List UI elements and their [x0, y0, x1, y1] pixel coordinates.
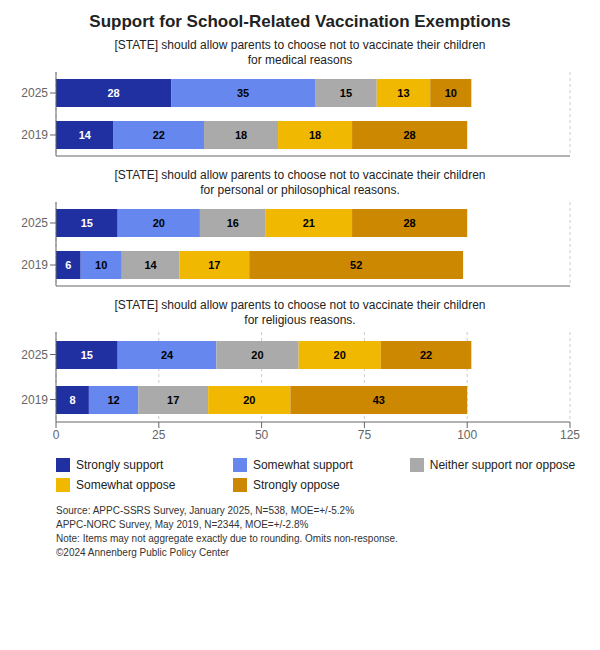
svg-text:15: 15 — [81, 349, 93, 361]
svg-text:17: 17 — [167, 394, 179, 406]
html-text:[STATE] should allow parents t: [STATE] should allow parents to choose n… — [114, 38, 486, 67]
svg-text:20: 20 — [153, 217, 165, 229]
svg-text:20: 20 — [251, 349, 263, 361]
svg-text:15: 15 — [340, 87, 352, 99]
html-text:Neither support nor oppose: Neither support nor oppose — [429, 458, 576, 472]
svg-text:2019: 2019 — [21, 128, 48, 142]
html-text:[STATE] should allow parents t: [STATE] should allow parents to choose n… — [114, 168, 486, 197]
svg-text:15: 15 — [81, 217, 93, 229]
svg-text:22: 22 — [420, 349, 432, 361]
html-text:Somewhat support: Somewhat support — [252, 458, 353, 472]
svg-text:18: 18 — [309, 129, 321, 141]
svg-text:50: 50 — [255, 428, 269, 442]
svg-text:2025: 2025 — [21, 86, 48, 100]
svg-text:13: 13 — [397, 87, 409, 99]
svg-text:75: 75 — [358, 428, 372, 442]
svg-text:2025: 2025 — [21, 348, 48, 362]
svg-text:2019: 2019 — [21, 258, 48, 272]
svg-text:20: 20 — [334, 349, 346, 361]
html-text:Strongly support: Strongly support — [76, 458, 164, 472]
svg-text:10: 10 — [445, 87, 457, 99]
svg-text:17: 17 — [208, 259, 220, 271]
html-text:Strongly oppose: Strongly oppose — [252, 478, 340, 492]
svg-text:22: 22 — [153, 129, 165, 141]
svg-text:14: 14 — [79, 129, 92, 141]
svg-text:43: 43 — [373, 394, 385, 406]
svg-text:28: 28 — [404, 217, 416, 229]
svg-text:52: 52 — [350, 259, 362, 271]
svg-text:10: 10 — [95, 259, 107, 271]
html-text:Source: APPC-SSRS Survey, Janu: Source: APPC-SSRS Survey, January 2025, … — [56, 505, 398, 558]
svg-text:28: 28 — [404, 129, 416, 141]
svg-text:20: 20 — [243, 394, 255, 406]
svg-text:21: 21 — [303, 217, 315, 229]
svg-text:2025: 2025 — [21, 216, 48, 230]
svg-text:8: 8 — [69, 394, 75, 406]
svg-text:16: 16 — [227, 217, 239, 229]
svg-text:14: 14 — [144, 259, 157, 271]
svg-text:6: 6 — [65, 259, 71, 271]
html-text:[STATE] should allow parents t: [STATE] should allow parents to choose n… — [114, 298, 486, 327]
svg-text:0: 0 — [53, 428, 60, 442]
svg-text:18: 18 — [235, 129, 247, 141]
svg-text:24: 24 — [161, 349, 174, 361]
html-text:Support for School-Related Vac: Support for School-Related Vaccination E… — [89, 12, 511, 31]
svg-text:12: 12 — [107, 394, 119, 406]
svg-text:100: 100 — [457, 428, 477, 442]
svg-text:35: 35 — [237, 87, 249, 99]
svg-text:25: 25 — [152, 428, 166, 442]
svg-text:125: 125 — [560, 428, 580, 442]
svg-text:2019: 2019 — [21, 393, 48, 407]
svg-text:28: 28 — [107, 87, 119, 99]
html-text:Somewhat oppose: Somewhat oppose — [76, 478, 176, 492]
